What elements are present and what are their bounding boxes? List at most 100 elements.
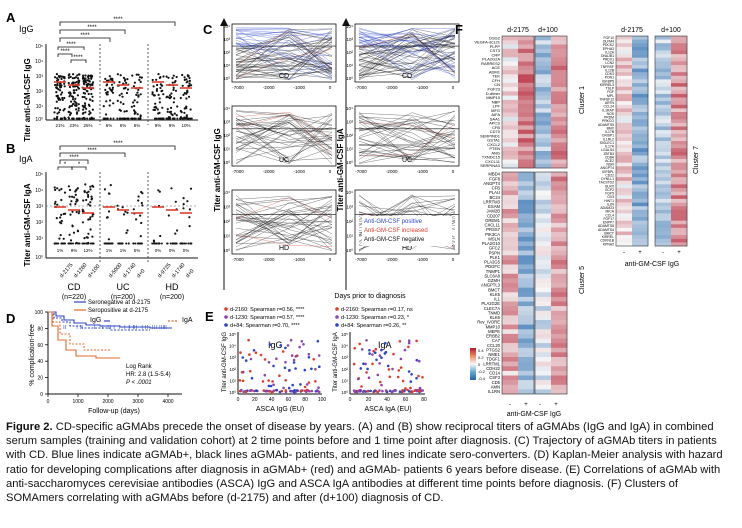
heat-cell <box>632 202 649 207</box>
scatter-point <box>252 389 256 393</box>
heat-cell <box>518 53 535 58</box>
trajectory <box>235 122 333 149</box>
heat-cell <box>535 306 552 311</box>
panel-e-title-iga: IgA <box>378 340 392 350</box>
heat-cell <box>671 227 688 232</box>
trajectory <box>235 207 333 236</box>
heat-cell <box>671 43 688 48</box>
heat-cell <box>551 53 568 58</box>
baseline-dot <box>72 242 74 245</box>
gene-label: TDGF1 <box>486 357 500 362</box>
heat-cell <box>518 57 535 62</box>
f-plus: + <box>524 402 528 408</box>
heat-cell <box>671 57 688 62</box>
ytick: 10¹ <box>346 147 353 152</box>
heat-cell <box>551 269 568 274</box>
heat-cell <box>671 141 688 145</box>
baseline-dot <box>55 242 58 245</box>
trajectory <box>235 42 333 78</box>
heat-cell <box>551 222 568 228</box>
dot <box>106 93 109 96</box>
baseline-dot <box>187 117 189 120</box>
heat-cell <box>502 301 519 307</box>
trajectory <box>358 28 456 77</box>
scatter-point <box>278 390 282 394</box>
heat-cell <box>551 40 568 45</box>
gene-label: ZBTB3 <box>603 152 614 156</box>
f-plus: + <box>638 250 642 256</box>
heat-cell <box>616 90 633 95</box>
heat-cell <box>502 324 519 330</box>
heat-cell <box>551 357 568 362</box>
scatter-point <box>398 390 402 394</box>
scatter-point <box>281 350 285 353</box>
scatter-point <box>418 386 422 390</box>
scatter-point <box>290 354 294 357</box>
dot <box>108 87 111 90</box>
dot <box>89 185 92 188</box>
sig-bracket <box>57 53 73 57</box>
heat-cell <box>535 301 552 307</box>
heat-cell <box>502 292 519 298</box>
heat-cell <box>551 375 568 381</box>
dot <box>171 81 174 84</box>
dot <box>64 212 67 215</box>
panel-b-letter: B <box>6 141 15 156</box>
baseline-dot <box>121 117 124 120</box>
scatter-point <box>415 358 419 362</box>
dot <box>182 203 185 206</box>
dot <box>122 76 125 79</box>
heat-cell <box>502 384 519 390</box>
dot <box>76 77 80 80</box>
panel-a-dots <box>53 73 193 120</box>
heat-cell <box>535 315 552 321</box>
baseline-dot <box>167 117 170 120</box>
stat-logrank: Log Rank <box>126 364 153 370</box>
heat-cell <box>502 40 519 45</box>
panel-c-letter: C <box>203 22 213 37</box>
heat-cell <box>655 173 672 178</box>
xtick: 0 <box>47 399 50 405</box>
heat-cell <box>655 191 672 196</box>
heat-cell <box>671 170 688 174</box>
trajectory <box>358 138 456 151</box>
gene-label: CCL4 <box>605 213 614 217</box>
gene-label: OLFM4 <box>603 40 614 44</box>
gene-label: VEGFA-dc121 <box>474 40 500 45</box>
ytick: 10⁵ <box>229 332 236 337</box>
gene-label: IGFBPL <box>602 170 614 174</box>
f-plus: + <box>677 250 681 256</box>
heat-cell <box>655 57 672 62</box>
trajectory <box>358 37 456 61</box>
heat-cell <box>518 246 535 251</box>
scatter-point <box>378 389 381 392</box>
dot <box>75 108 78 111</box>
scatter-point <box>366 367 369 371</box>
gene-label: LCN2 <box>605 61 614 65</box>
km-neg-igg <box>48 311 172 329</box>
heat-cell <box>671 209 688 214</box>
panel-f-xlabel: anti-GM-CSF IgG <box>507 411 561 418</box>
heat-cell <box>535 320 552 325</box>
heat-cell <box>616 213 633 218</box>
dot <box>75 189 78 192</box>
heat-cell <box>518 301 535 307</box>
scatter-point <box>239 351 242 354</box>
heat-cell <box>502 74 519 79</box>
baseline-dot <box>69 242 72 245</box>
gene-label: ANG <box>491 150 500 155</box>
sig-stars: **** <box>66 42 76 48</box>
scatter-point <box>241 379 245 383</box>
gene-label: DSG2 <box>489 35 501 40</box>
heat-cell <box>502 146 519 152</box>
gene-label: CD5 <box>492 380 501 385</box>
dot <box>75 88 78 92</box>
dot <box>83 96 86 99</box>
dot <box>180 111 183 114</box>
trajectory <box>235 210 333 240</box>
dot <box>71 77 74 80</box>
heat-cell <box>616 217 633 221</box>
dot <box>91 235 94 238</box>
ytick: 10⁰ <box>346 76 353 81</box>
dot <box>82 199 85 202</box>
